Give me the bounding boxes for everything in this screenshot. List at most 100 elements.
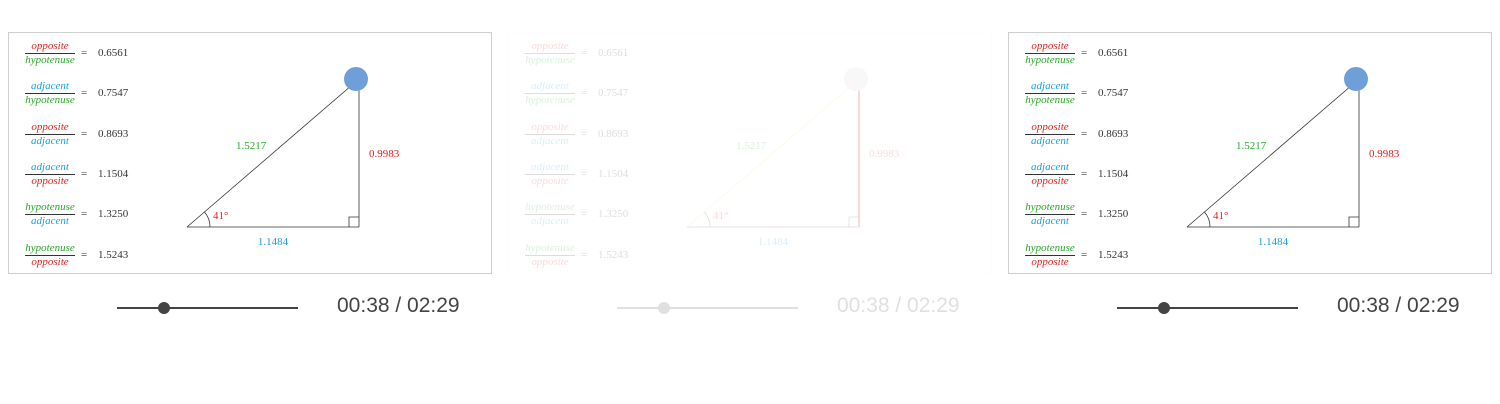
fraction-bar (525, 133, 575, 135)
equals-sign: = (1081, 127, 1088, 140)
ratio-denominator: adjacent (1031, 215, 1069, 228)
fraction-bar (25, 133, 75, 135)
fraction-bar (25, 254, 75, 256)
ratio-numerator: opposite (531, 40, 569, 52)
ratio-value: 1.5243 (598, 248, 629, 261)
adjacent-length-label: 1.1484 (758, 236, 789, 248)
ratio-fraction: adjacent hypotenuse (1023, 80, 1077, 107)
seek-knob-icon[interactable] (158, 302, 171, 314)
ratio-numerator: hypotenuse (1025, 241, 1075, 254)
seek-track[interactable] (617, 307, 798, 309)
equals-sign: = (81, 248, 88, 261)
ratio-value: 1.5243 (1098, 248, 1129, 261)
equals-sign: = (1081, 167, 1088, 180)
ratio-numerator: adjacent (1031, 160, 1069, 173)
ratio-row-adjacent-over-opposite: adjacent opposite = 1.1504 (23, 161, 173, 191)
seek-track[interactable] (1117, 307, 1298, 309)
vertex-drag-handle-icon[interactable] (1344, 67, 1368, 91)
ratio-denominator: opposite (1031, 174, 1069, 187)
ratio-row-adjacent-over-hypotenuse: adjacent hypotenuse = 0.7547 (523, 80, 673, 110)
ratio-denominator: adjacent (1031, 134, 1069, 147)
fraction-bar (1025, 254, 1075, 256)
ratio-row-hypotenuse-over-opposite: hypotenuse opposite = 1.5243 (23, 242, 173, 272)
angle-arc-icon (204, 211, 211, 228)
ratio-numerator: opposite (31, 40, 69, 52)
seek-knob-icon[interactable] (658, 302, 671, 314)
ratio-value: 1.5243 (98, 248, 129, 261)
hypotenuse-side (186, 78, 360, 228)
ratio-row-opposite-over-adjacent: opposite adjacent = 0.8693 (523, 121, 673, 151)
ratio-row-hypotenuse-over-adjacent: hypotenuse adjacent = 1.3250 (23, 201, 173, 231)
seek-track[interactable] (117, 307, 298, 309)
equals-sign: = (81, 87, 88, 100)
hypotenuse-length-label: 1.5217 (236, 140, 267, 152)
hypotenuse-side (1186, 78, 1360, 228)
fraction-bar (1025, 214, 1075, 216)
fraction-bar (1025, 133, 1075, 135)
equals-sign: = (581, 47, 588, 59)
ratio-row-adjacent-over-hypotenuse: adjacent hypotenuse = 0.7547 (1023, 80, 1173, 110)
player-controls-3: 00:38 / 02:29 (1008, 290, 1492, 326)
fraction-bar (1025, 93, 1075, 95)
ratio-fraction: opposite hypotenuse (523, 40, 577, 67)
ratio-row-hypotenuse-over-opposite: hypotenuse opposite = 1.5243 (523, 242, 673, 272)
triangle-diagram: 41° 1.5217 0.9983 1.1484 (186, 67, 400, 248)
equals-sign: = (1081, 87, 1088, 100)
ratio-denominator: hypotenuse (1025, 54, 1075, 66)
ratio-numerator: hypotenuse (1025, 201, 1075, 214)
vertex-drag-handle-icon[interactable] (344, 67, 368, 91)
ratio-row-hypotenuse-over-opposite: hypotenuse opposite = 1.5243 (1023, 242, 1173, 272)
hypotenuse-length-label: 1.5217 (736, 140, 767, 152)
fraction-bar (1025, 53, 1075, 54)
seek-knob-icon[interactable] (1158, 302, 1171, 314)
ratio-row-adjacent-over-hypotenuse: adjacent hypotenuse = 0.7547 (23, 80, 173, 110)
ratio-numerator: opposite (1031, 120, 1069, 133)
ratio-fraction: hypotenuse opposite (23, 242, 77, 269)
ratio-fraction: opposite adjacent (523, 121, 577, 148)
ratio-numerator: adjacent (531, 80, 569, 93)
equals-sign: = (1081, 208, 1088, 221)
ratio-fraction: opposite hypotenuse (1023, 40, 1077, 67)
equals-sign: = (1081, 47, 1088, 59)
ratio-numerator: adjacent (31, 80, 69, 93)
equals-sign: = (81, 127, 88, 140)
ratio-denominator: hypotenuse (25, 94, 75, 107)
trig-panel-1: opposite hypotenuse = 0.6561 adjacent hypoten… (8, 32, 492, 274)
ratio-numerator: opposite (1031, 40, 1069, 52)
ratio-denominator: hypotenuse (1025, 94, 1075, 107)
ratio-fraction: adjacent opposite (523, 161, 577, 188)
triangle-diagram: 41° 1.5217 0.9983 1.1484 (1186, 67, 1400, 248)
ratio-fraction: opposite adjacent (23, 121, 77, 148)
ratio-value: 0.7547 (98, 87, 129, 100)
adjacent-length-label: 1.1484 (1258, 236, 1289, 248)
right-angle-marker-icon (1348, 216, 1359, 227)
ratio-denominator: hypotenuse (525, 94, 575, 107)
hypotenuse-side (686, 78, 860, 228)
ratio-numerator: hypotenuse (525, 241, 575, 254)
equals-sign: = (581, 167, 588, 180)
ratio-row-opposite-over-hypotenuse: opposite hypotenuse = 0.6561 (1023, 40, 1173, 70)
equals-sign: = (81, 47, 88, 59)
opposite-length-label: 0.9983 (369, 148, 400, 160)
ratio-value: 0.7547 (1098, 87, 1129, 100)
vertex-drag-handle-icon[interactable] (844, 67, 868, 91)
ratio-row-opposite-over-adjacent: opposite adjacent = 0.8693 (23, 121, 173, 151)
ratio-numerator: adjacent (1031, 80, 1069, 93)
ratio-fraction: hypotenuse opposite (1023, 242, 1077, 269)
fraction-bar (525, 173, 575, 175)
ratio-value: 1.1504 (98, 167, 129, 180)
fraction-bar (525, 93, 575, 95)
fraction-bar (25, 214, 75, 216)
ratio-row-adjacent-over-opposite: adjacent opposite = 1.1504 (523, 161, 673, 191)
angle-label: 41° (713, 210, 728, 222)
ratio-fraction: hypotenuse adjacent (523, 201, 577, 228)
ratio-fraction: hypotenuse adjacent (23, 201, 77, 228)
ratio-value: 0.8693 (1098, 127, 1129, 140)
time-display: 00:38 / 02:29 (337, 294, 460, 317)
ratio-numerator: hypotenuse (25, 241, 75, 254)
triangle-diagram: 41° 1.5217 0.9983 1.1484 (686, 67, 900, 248)
ratio-value: 1.3250 (98, 208, 129, 221)
equals-sign: = (581, 127, 588, 140)
equals-sign: = (581, 248, 588, 261)
ratio-numerator: adjacent (531, 160, 569, 173)
